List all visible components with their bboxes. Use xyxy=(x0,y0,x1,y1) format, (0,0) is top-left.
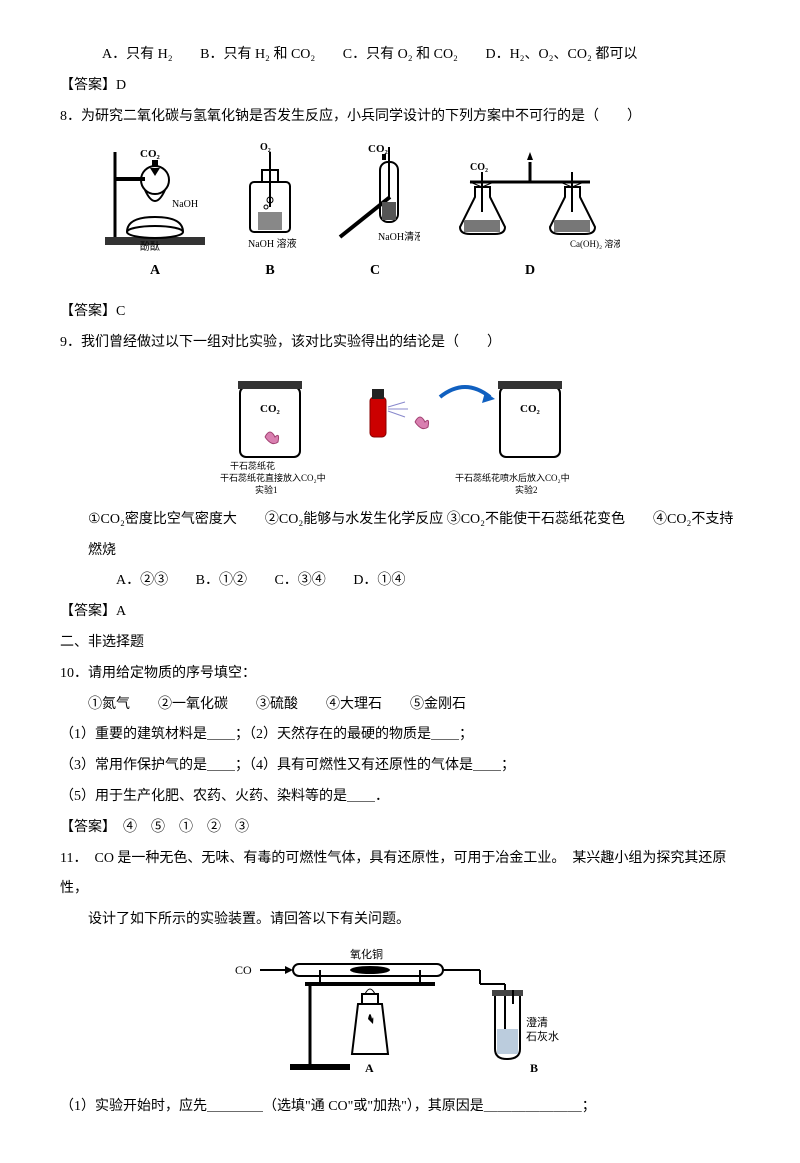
q9-stem: 9．我们曾经做过以下一组对比实验，该对比实验得出的结论是（ ） xyxy=(60,328,740,359)
q8-label-c: C xyxy=(370,256,380,287)
label-o2: O₂ xyxy=(260,142,271,153)
q7-opt-b: B．只有 H₂ 和 CO₂ xyxy=(200,47,315,62)
svg-text:干石蕊纸花: 干石蕊纸花 xyxy=(230,460,275,471)
q9-opt-d: D．①④ xyxy=(353,573,405,588)
q7-options: A．只有 H₂ B．只有 H₂ 和 CO₂ C．只有 O₂ 和 CO₂ D．H₂… xyxy=(60,40,740,71)
q11-p1: （1）实验开始时，应先＿＿＿＿（选填"通 CO"或"加热"），其原因是＿＿＿＿＿… xyxy=(60,1092,740,1123)
svg-text:CO₂: CO₂ xyxy=(470,162,488,173)
q8-label-b: B xyxy=(265,256,274,287)
q9-options: A．②③ B．①② C．③④ D．①④ xyxy=(60,566,740,597)
q8-fig-c: CO₂ NaOH清液 C xyxy=(330,142,420,287)
q9-opt-b: B．①② xyxy=(196,573,247,588)
q10-stem: 10．请用给定物质的序号填空： xyxy=(60,659,740,690)
svg-text:干石蕊纸花喷水后放入CO₂中: 干石蕊纸花喷水后放入CO₂中 xyxy=(455,472,570,483)
q8-fig-b: O₂ NaOH 溶液 B xyxy=(230,142,310,287)
q9-opt-c: C．③④ xyxy=(274,573,325,588)
label-co2-c: CO₂ xyxy=(368,143,389,155)
svg-text:CO₂: CO₂ xyxy=(260,403,281,415)
svg-text:实验2: 实验2 xyxy=(515,484,538,495)
q10-p3: （5）用于生产化肥、农药、火药、染料等的是＿＿． xyxy=(60,782,740,813)
q8-label-d: D xyxy=(525,256,535,287)
label-naoh-c: NaOH清液 xyxy=(378,230,420,243)
label-lime2: 石灰水 xyxy=(526,1029,559,1043)
q10-list: ①氮气 ②一氧化碳 ③硫酸 ④大理石 ⑤金刚石 xyxy=(60,690,740,721)
answer-8: 【答案】C xyxy=(60,297,740,328)
q8-fig-a: CO₂ NaOH 酚酞 A xyxy=(100,142,210,287)
svg-text:Ca(OH)₂ 溶液: Ca(OH)₂ 溶液 xyxy=(570,238,620,249)
q8-label-a: A xyxy=(150,256,160,287)
q8-fig-d: CO₂ Ca(OH)₂ 溶液 D xyxy=(440,142,620,287)
q10-p2: （3）常用作保护气的是＿＿；（4）具有可燃性又有还原性的气体是＿＿； xyxy=(60,751,740,782)
q9-opt-a: A．②③ xyxy=(116,573,168,588)
q7-opt-d: D．H₂、O₂、CO₂ 都可以 xyxy=(485,47,637,62)
answer-7: 【答案】D xyxy=(60,71,740,102)
q8-stem: 8．为研究二氧化碳与氢氧化钠是否发生反应，小兵同学设计的下列方案中不可行的是（ … xyxy=(60,102,740,133)
label-naoh: NaOH xyxy=(172,199,198,210)
q11-figure: CO 氧化铜 A 澄清 石灰水 B xyxy=(60,944,740,1084)
label-naoh-sol: NaOH 溶液 xyxy=(248,237,297,250)
label-lime1: 澄清 xyxy=(526,1015,548,1029)
svg-text:实验1: 实验1 xyxy=(255,484,278,495)
q11-stem2: 设计了如下所示的实验装置。请回答以下有关问题。 xyxy=(60,905,740,936)
answer-9: 【答案】A xyxy=(60,597,740,628)
label-a: A xyxy=(365,1061,374,1075)
q8-figures: CO₂ NaOH 酚酞 A O₂ NaOH 溶液 B CO₂ xyxy=(100,142,740,287)
label-cuo: 氧化铜 xyxy=(350,947,383,961)
svg-text:干石蕊纸花直接放入CO₂中: 干石蕊纸花直接放入CO₂中 xyxy=(220,472,326,483)
label-co2: CO₂ xyxy=(140,148,161,160)
q9-figure: CO₂ 干石蕊纸花 干石蕊纸花直接放入CO₂中 实验1 CO₂ 干石蕊纸花喷水后… xyxy=(60,367,740,497)
answer-10: 【答案】 ④ ⑤ ① ② ③ xyxy=(60,813,740,844)
label-phen: 酚酞 xyxy=(140,240,160,252)
q11-stem: 11． CO 是一种无色、无味、有毒的可燃性气体，具有还原性，可用于冶金工业。 … xyxy=(60,844,740,906)
svg-text:CO₂: CO₂ xyxy=(520,403,541,415)
q7-opt-a: A．只有 H₂ xyxy=(102,47,173,62)
label-b: B xyxy=(530,1061,538,1075)
label-co: CO xyxy=(235,963,252,977)
q10-p1: （1）重要的建筑材料是＿＿；（2）天然存在的最硬的物质是＿＿； xyxy=(60,720,740,751)
q9-choices: ①CO₂密度比空气密度大 ②CO₂能够与水发生化学反应 ③CO₂不能使干石蕊纸花… xyxy=(60,505,740,567)
section-2-title: 二、非选择题 xyxy=(60,628,740,659)
q7-opt-c: C．只有 O₂ 和 CO₂ xyxy=(343,47,458,62)
